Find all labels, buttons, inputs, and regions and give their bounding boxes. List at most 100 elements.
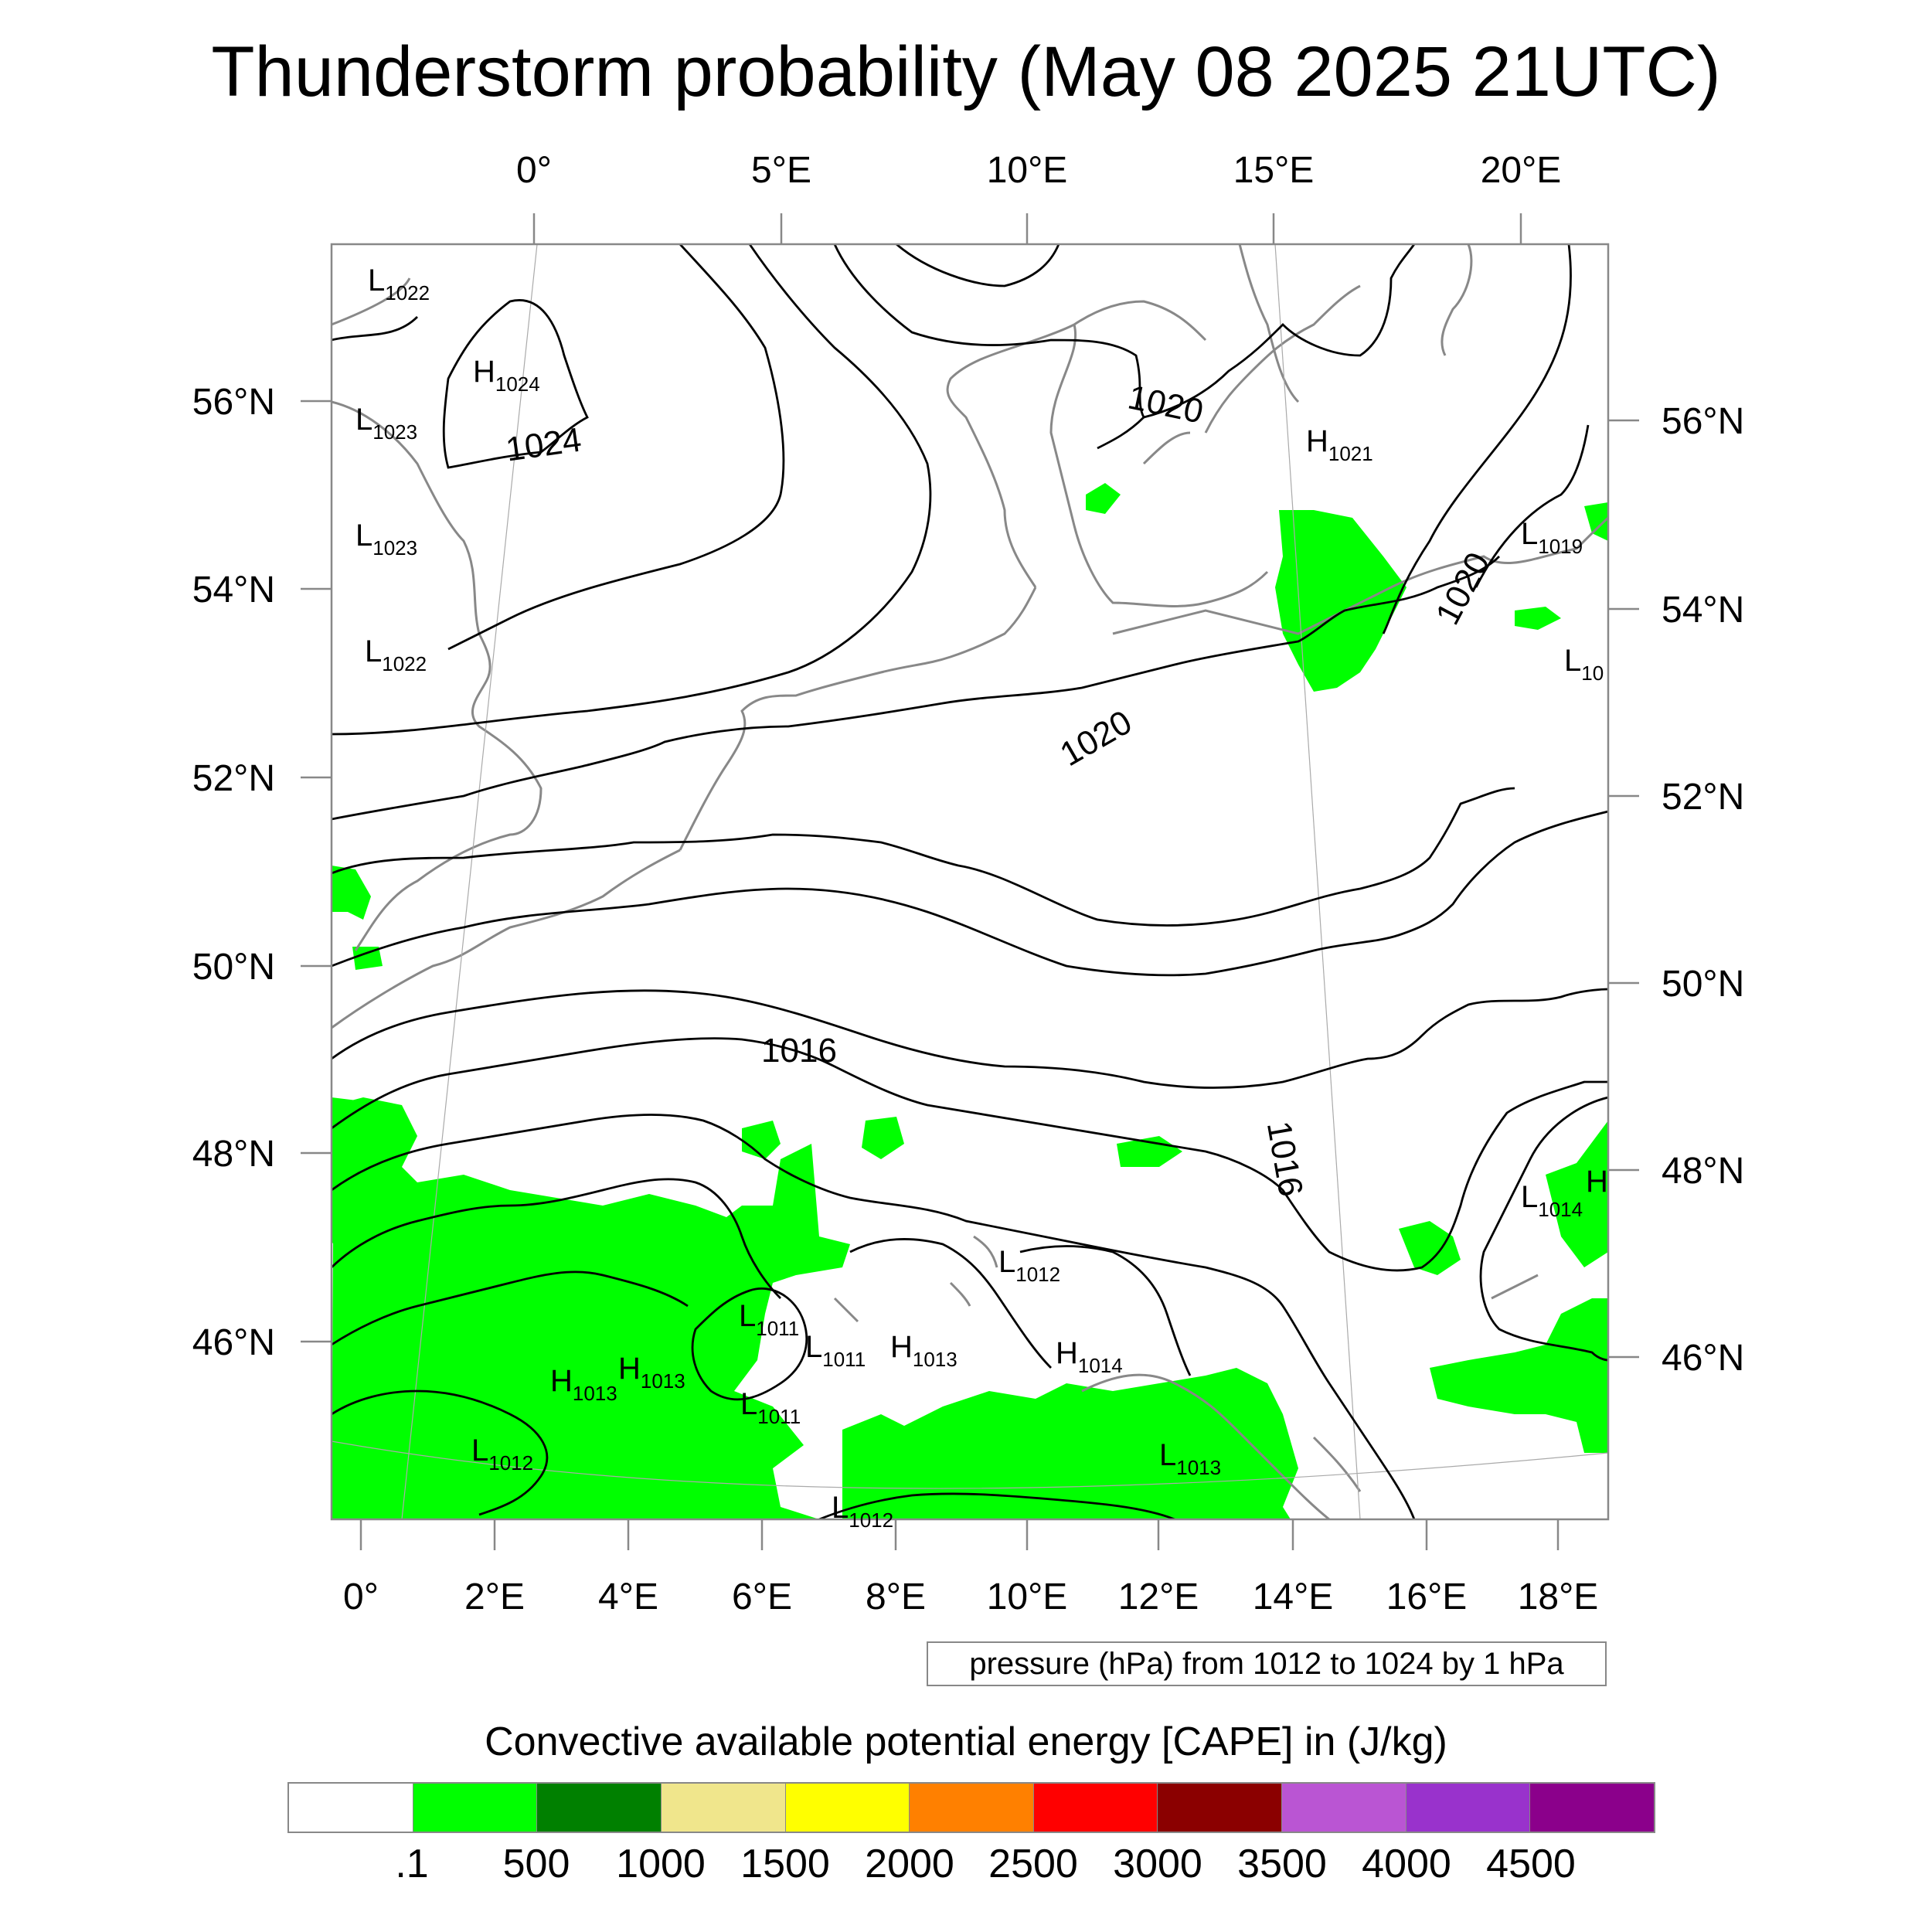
cape-region-northeast-edge: [1584, 502, 1608, 541]
cape-region-west-edge: [332, 1097, 386, 1244]
colorbar-label: 4500: [1486, 1842, 1576, 1886]
isobar-north-3: [332, 244, 932, 736]
pressure-center-label: L1019: [1521, 517, 1583, 558]
pressure-center-label: L1012: [471, 1434, 533, 1475]
cape-region-east-edge: [1546, 1121, 1608, 1267]
colorbar-swatch: [413, 1784, 538, 1832]
bottom-axis-label: 10°E: [987, 1577, 1068, 1617]
left-axis-label: 54°N: [192, 570, 275, 611]
pressure-center-label: H1014: [1056, 1336, 1123, 1377]
right-axis-label: 48°N: [1662, 1151, 1744, 1192]
pressure-center-label: L1011: [739, 1299, 799, 1340]
coastlines: [332, 244, 1608, 1519]
graticule-meridian-15e: [1274, 244, 1361, 1519]
colorbar-label: .1: [395, 1842, 429, 1886]
left-axis-label: 46°N: [192, 1322, 275, 1363]
colorbar-swatch: [1033, 1784, 1158, 1832]
graticule-meridian-0: [401, 244, 538, 1519]
bottom-axis-label: 12°E: [1118, 1577, 1199, 1617]
coastline-sweden-east: [1238, 244, 1473, 403]
right-axis-label: 52°N: [1662, 777, 1744, 818]
colorbar-swatch: [785, 1784, 910, 1832]
top-axis-label: 10°E: [987, 150, 1068, 191]
colorbar-label: 1500: [740, 1842, 830, 1886]
colorbar-swatch: [910, 1784, 1034, 1832]
pressure-center-label: L1023: [355, 519, 417, 560]
pressure-center-label: H: [1586, 1165, 1608, 1199]
pressure-center-label: L10: [1564, 644, 1604, 685]
top-axis-label: 0°: [516, 150, 552, 191]
bottom-axis-label: 2°E: [464, 1577, 525, 1617]
coastline-alpine-lakes: [833, 1235, 998, 1323]
colorbar-label: 3500: [1237, 1842, 1327, 1886]
pressure-center-label: L1023: [355, 403, 417, 444]
colorbar: [287, 1782, 1655, 1833]
pressure-center-label: H1013: [550, 1364, 617, 1405]
graticule-parallel-45n: [332, 1440, 1608, 1489]
bottom-axis-label: 18°E: [1518, 1577, 1599, 1617]
axis-ticks: [301, 213, 1639, 1550]
isobar-1014-east: [1479, 1096, 1608, 1362]
right-axis-labels: 56°N 54°N 52°N 50°N 48°N 46°N: [1662, 401, 1744, 1379]
cape-region-denmark: [1086, 483, 1121, 514]
cape-region-central: [862, 1117, 904, 1159]
cape-region-germany-south: [1117, 1136, 1182, 1167]
isobar-1015: [332, 1114, 1416, 1519]
bottom-axis-labels: 0° 2°E 4°E 6°E 8°E 10°E 12°E 14°E 16°E 1…: [343, 1577, 1598, 1617]
bottom-axis-label: 4°E: [598, 1577, 658, 1617]
isobar-1013-central: [849, 1238, 1052, 1369]
pressure-centers: L1022 H1024 L1023 L1023 L1022 H1021 L101…: [355, 264, 1608, 1532]
right-axis-label: 54°N: [1662, 590, 1744, 631]
right-axis-label: 56°N: [1662, 401, 1744, 442]
coastline-baltic-south: [1112, 516, 1608, 635]
isobar-north-1: [332, 316, 418, 342]
pressure-center-label: L1022: [365, 634, 427, 675]
isobar-1019: [332, 787, 1515, 927]
cape-region-baltic-east: [1515, 607, 1561, 630]
left-axis-label: 50°N: [192, 947, 275, 988]
isobar-1024-high: [442, 299, 589, 469]
bottom-axis-label: 6°E: [732, 1577, 792, 1617]
pressure-center-label: L1014: [1521, 1180, 1583, 1221]
isobar-1019-low: [1475, 424, 1590, 588]
left-axis-label: 48°N: [192, 1134, 275, 1175]
top-axis-labels: 0° 5°E 10°E 15°E 20°E: [516, 150, 1561, 191]
isobar-1020-south: [332, 556, 1500, 821]
cape-region-baltic-coast: [1275, 510, 1406, 692]
cape-region-belgium-south: [352, 947, 383, 970]
cape-region-southeast: [1430, 1298, 1608, 1453]
isobar-north-4: [833, 244, 1145, 450]
colorbar-swatch: [1530, 1784, 1655, 1832]
colorbar-label: 3000: [1113, 1842, 1202, 1886]
cape-region-southwest: [332, 1097, 850, 1519]
bottom-axis-label: 8°E: [866, 1577, 926, 1617]
isobar-1017: [332, 988, 1608, 1089]
graticule: [332, 244, 1608, 1519]
bottom-axis-label: 16°E: [1386, 1577, 1468, 1617]
isobar-1020-baltic: [1382, 244, 1572, 634]
right-axis-label: 50°N: [1662, 964, 1744, 1005]
colorbar-label: 4000: [1362, 1842, 1451, 1886]
isobar-1018: [332, 810, 1608, 977]
top-axis-label: 15°E: [1233, 150, 1315, 191]
colorbar-label: 1000: [616, 1842, 706, 1886]
pressure-center-label: H1013: [890, 1330, 957, 1371]
map-border: [330, 243, 1610, 1521]
colorbar-title: Convective available potential energy [C…: [485, 1719, 1447, 1764]
pressure-center-label: L1013: [1159, 1438, 1221, 1479]
isobar-north-2: [447, 244, 785, 651]
colorbar-label: 2000: [865, 1842, 954, 1886]
colorbar-swatch: [1406, 1784, 1531, 1832]
colorbar-swatch: [1158, 1784, 1283, 1832]
coastline-sweden: [1073, 284, 1361, 465]
bottom-axis-label: 0°: [343, 1577, 379, 1617]
isobar-north-5: [896, 244, 1060, 287]
cape-region-belgium: [332, 866, 371, 920]
left-axis-label: 52°N: [192, 758, 275, 799]
isobar-1020-east: [1143, 244, 1416, 419]
isobars: [332, 244, 1608, 1519]
coastline-uk-east: [332, 277, 543, 951]
colorbar-swatch: [537, 1784, 662, 1832]
top-axis-label: 5°E: [751, 150, 811, 191]
